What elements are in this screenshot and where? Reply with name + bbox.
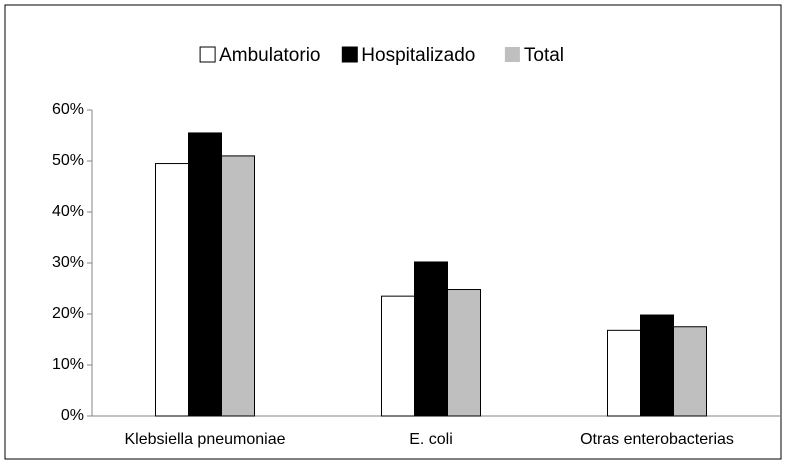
y-tick-label: 30% bbox=[52, 254, 84, 271]
legend-swatch bbox=[504, 47, 520, 62]
legend-label: Hospitalizado bbox=[361, 45, 475, 66]
bar bbox=[447, 289, 481, 417]
y-tick-label: 0% bbox=[61, 407, 84, 424]
legend-label: Total bbox=[524, 45, 564, 66]
x-tick-label: E. coli bbox=[409, 431, 453, 448]
x-tick-label: Klebsiella pneumoniae bbox=[125, 431, 286, 448]
bar bbox=[607, 329, 641, 417]
bar bbox=[640, 314, 674, 417]
bar bbox=[414, 261, 448, 417]
legend-swatch bbox=[199, 46, 216, 63]
y-tick-label: 50% bbox=[52, 152, 84, 169]
y-tick-label: 20% bbox=[52, 305, 84, 322]
y-tick-label: 60% bbox=[52, 101, 84, 118]
bar bbox=[381, 295, 415, 417]
y-tick-label: 10% bbox=[52, 356, 84, 373]
bar bbox=[188, 132, 222, 417]
legend-swatch bbox=[341, 46, 358, 63]
bar bbox=[221, 155, 255, 417]
y-tick-label: 40% bbox=[52, 203, 84, 220]
legend-label: Ambulatorio bbox=[219, 45, 320, 66]
x-tick-label: Otras enterobacterias bbox=[580, 431, 734, 448]
bar bbox=[155, 163, 189, 417]
bar bbox=[673, 326, 707, 417]
